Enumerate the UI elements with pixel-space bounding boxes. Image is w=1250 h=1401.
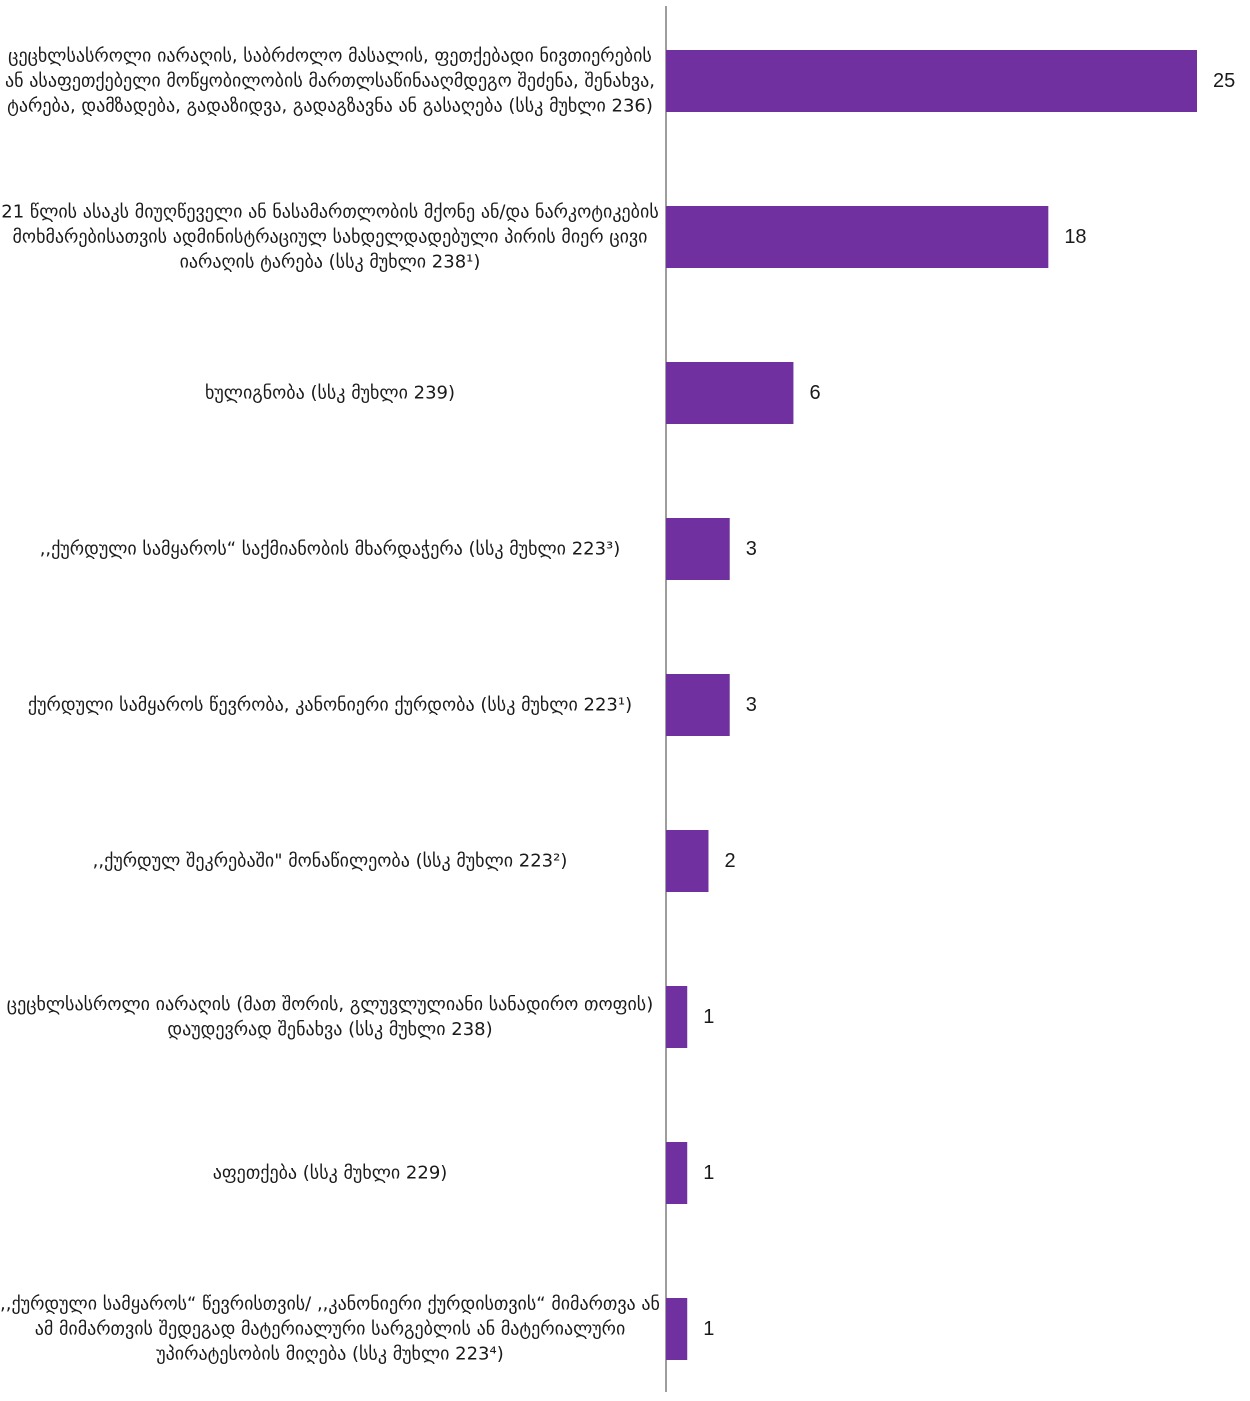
data-label: 6	[809, 382, 821, 404]
category-label-text: ქურდული სამყაროს წევრობა, კანონიერი ქურდ…	[27, 694, 633, 716]
bar	[666, 362, 794, 424]
bar	[666, 518, 730, 580]
category-label-text: ,,ქურდული სამყაროს“ საქმიანობის მხარდაჭე…	[39, 538, 621, 560]
category-label: ,,ქურდული სამყაროს“ საქმიანობის მხარდაჭე…	[0, 537, 660, 562]
category-label: აფეთქება (სსკ მუხლი 229)	[0, 1161, 660, 1186]
bar	[666, 674, 730, 736]
data-label: 1	[703, 1006, 715, 1028]
bar	[666, 50, 1197, 112]
data-label: 18	[1064, 226, 1087, 248]
data-label: 2	[724, 850, 736, 872]
data-label: 1	[703, 1318, 715, 1340]
bar	[666, 830, 709, 892]
category-label: ქურდული სამყაროს წევრობა, კანონიერი ქურდ…	[0, 693, 660, 718]
category-label: ხულიგნობა (სსკ მუხლი 239)	[0, 381, 660, 406]
category-label: ,,ქურდული სამყაროს“ წევრისთვის/ ,,კანონი…	[0, 1292, 660, 1367]
category-label-text: 21 წლის ასაკს მიუღწეველი ან ნასამართლობი…	[1, 201, 659, 273]
data-label: 3	[745, 538, 757, 560]
bar	[666, 1142, 688, 1204]
category-label: ცეცხლსასროლი იარაღის, საბრძოლო მასალის, …	[0, 44, 660, 119]
bar	[666, 206, 1049, 268]
bar	[666, 986, 688, 1048]
category-label-text: აფეთქება (სსკ მუხლი 229)	[212, 1162, 448, 1184]
bar	[666, 1298, 688, 1360]
category-label-text: ,,ქურდული სამყაროს“ წევრისთვის/ ,,კანონი…	[0, 1293, 660, 1365]
data-label: 1	[703, 1162, 715, 1184]
category-label: ცეცხლსასროლი იარაღის (მათ შორის, გლუვლულ…	[0, 992, 660, 1042]
category-label-text: ხულიგნობა (სსკ მუხლი 239)	[204, 382, 455, 404]
category-label-text: ,,ქურდულ შეკრებაში" მონაწილეობა (სსკ მუხ…	[92, 850, 568, 872]
data-label: 3	[745, 694, 757, 716]
category-label: 21 წლის ასაკს მიუღწეველი ან ნასამართლობი…	[0, 200, 660, 275]
category-label-text: ცეცხლსასროლი იარაღის (მათ შორის, გლუვლულ…	[6, 994, 654, 1040]
category-label-text: ცეცხლსასროლი იარაღის, საბრძოლო მასალის, …	[5, 45, 655, 117]
category-label: ,,ქურდულ შეკრებაში" მონაწილეობა (სსკ მუხ…	[0, 849, 660, 874]
data-label: 25	[1213, 70, 1236, 92]
